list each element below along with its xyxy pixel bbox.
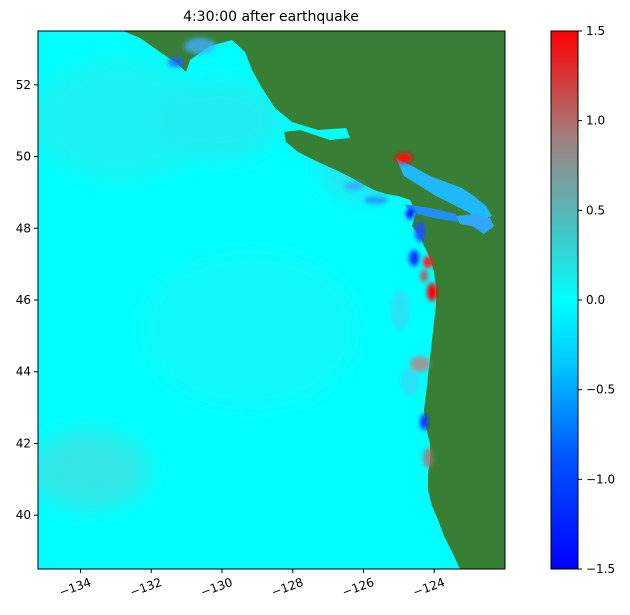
y-tick-label: 52 bbox=[16, 78, 31, 92]
y-tick-label: 42 bbox=[16, 436, 31, 450]
y-tick-label: 50 bbox=[16, 150, 31, 164]
juan-de-fuca bbox=[404, 204, 458, 222]
colorbar-tick-label: 1.5 bbox=[586, 24, 605, 38]
colorbar-tick-label: 1.0 bbox=[586, 114, 605, 128]
wave-signals bbox=[168, 38, 437, 468]
x-tick-label: −126 bbox=[340, 575, 376, 599]
inland-water bbox=[396, 158, 492, 220]
y-axis: 40 42 44 46 48 50 52 bbox=[16, 78, 38, 522]
x-tick-label: −130 bbox=[199, 575, 235, 599]
x-axis: −134 −132 −130 −128 −126 −124 bbox=[57, 569, 447, 599]
y-tick-label: 44 bbox=[16, 365, 31, 379]
y-tick-label: 46 bbox=[16, 293, 31, 307]
x-tick-label: −134 bbox=[57, 575, 93, 599]
colorbar-tick-label: −1.5 bbox=[586, 562, 615, 576]
colorbar-tick-label: 0.5 bbox=[586, 203, 605, 217]
map-plot-area bbox=[38, 31, 505, 569]
colorbar-tick-label: −1.0 bbox=[586, 472, 615, 486]
x-tick-label: −132 bbox=[128, 575, 164, 599]
colorbar-tick-label: −0.5 bbox=[586, 383, 615, 397]
chart-title: 4:30:00 after earthquake bbox=[183, 9, 359, 25]
colorbar-tick-label: 0.0 bbox=[586, 293, 605, 307]
y-tick-label: 40 bbox=[16, 508, 31, 522]
x-tick-label: −128 bbox=[269, 575, 305, 599]
x-tick-label: −124 bbox=[411, 575, 447, 599]
colorbar-axis: −1.5 −1.0 −0.5 0.0 0.5 1.0 1.5 bbox=[578, 24, 615, 576]
y-tick-label: 48 bbox=[16, 221, 31, 235]
puget-sound bbox=[456, 214, 494, 234]
colorbar bbox=[550, 30, 579, 570]
